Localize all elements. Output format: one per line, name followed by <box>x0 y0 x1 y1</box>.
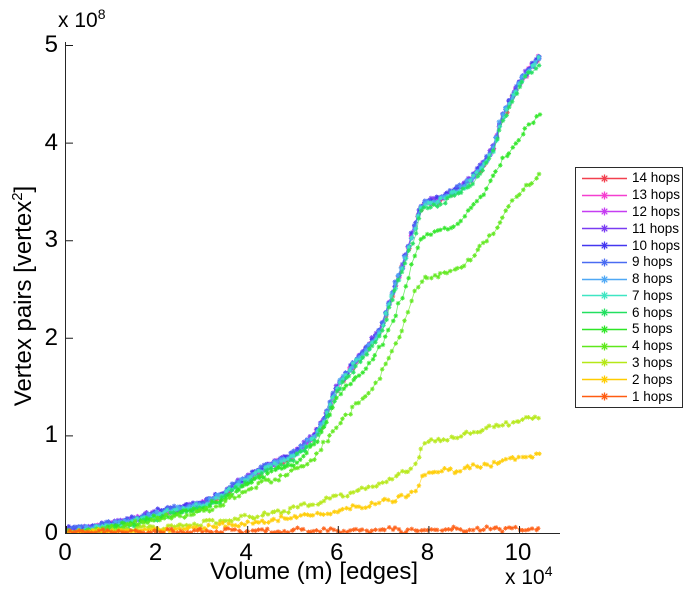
legend-item-label: 8 hops <box>632 271 673 287</box>
y-axis-label: Vertex pairs [vertex2] <box>9 146 37 446</box>
y-tick-label: 5 <box>44 31 58 58</box>
x-tick-label: 10 <box>504 539 532 566</box>
legend-item-11-hops: 11 hops <box>576 221 682 237</box>
y-label-sup: 2 <box>9 192 26 201</box>
x-tick-label: 8 <box>420 539 435 566</box>
legend-item-2-hops: 2 hops <box>576 372 682 388</box>
x-tick-label: 0 <box>58 539 72 566</box>
legend-item-label: 1 hops <box>632 388 673 404</box>
legend-item-3-hops: 3 hops <box>576 355 682 371</box>
legend-item-9-hops: 9 hops <box>576 254 682 270</box>
legend-line-asterisk-icon <box>582 241 627 250</box>
legend-line-asterisk-icon <box>582 224 627 233</box>
legend-line-asterisk-icon <box>582 191 627 200</box>
y-exponent-base: x 10 <box>58 9 98 32</box>
legend-item-1-hops: 1 hops <box>576 389 682 405</box>
y-tick-label: 4 <box>44 128 58 156</box>
legend-item-label: 2 hops <box>632 371 673 387</box>
legend-item-4-hops: 4 hops <box>576 338 682 354</box>
plot-curves-canvas <box>66 42 560 533</box>
legend-item-label: 7 hops <box>632 287 673 303</box>
legend: 14 hops 13 hops 12 hops 11 hops 10 hops 9 hop… <box>575 167 683 408</box>
legend-item-label: 5 hops <box>632 321 673 337</box>
x-exponent-base: x 10 <box>505 566 545 589</box>
legend-line-asterisk-icon <box>582 342 627 351</box>
legend-line-asterisk-icon <box>582 174 627 183</box>
legend-line-asterisk-icon <box>582 375 627 384</box>
legend-item-7-hops: 7 hops <box>576 288 682 304</box>
legend-line-asterisk-icon <box>582 358 627 367</box>
legend-line-asterisk-icon <box>582 392 627 401</box>
legend-item-label: 3 hops <box>632 354 673 370</box>
y-label-close: ] <box>10 185 37 193</box>
x-tick-label: 6 <box>330 539 344 566</box>
y-exponent-sup: 8 <box>97 6 106 22</box>
legend-item-label: 11 hops <box>632 220 680 236</box>
legend-item-label: 13 hops <box>632 187 681 203</box>
legend-item-12-hops: 12 hops <box>576 204 682 220</box>
y-tick-label: 1 <box>44 421 58 449</box>
legend-item-6-hops: 6 hops <box>576 305 682 321</box>
legend-item-label: 9 hops <box>632 254 673 270</box>
x-tick-label: 4 <box>239 539 253 566</box>
x-axis-label: Volume (m) [edges] <box>209 558 419 585</box>
legend-item-13-hops: 13 hops <box>576 187 682 203</box>
y-tick-label: 3 <box>44 226 58 254</box>
legend-line-asterisk-icon <box>582 275 627 284</box>
y-tick-label: 0 <box>44 519 58 546</box>
legend-line-asterisk-icon <box>582 308 627 317</box>
legend-item-label: 10 hops <box>632 237 681 253</box>
legend-item-label: 12 hops <box>632 203 681 219</box>
legend-line-asterisk-icon <box>582 325 627 334</box>
y-tick-label: 2 <box>44 323 58 351</box>
legend-item-14-hops: 14 hops <box>576 170 682 186</box>
x-axis-exponent: x 104 <box>505 563 553 590</box>
legend-line-asterisk-icon <box>582 291 627 300</box>
legend-line-asterisk-icon <box>582 258 627 267</box>
legend-item-8-hops: 8 hops <box>576 271 682 287</box>
legend-item-label: 14 hops <box>632 170 681 186</box>
legend-item-label: 4 hops <box>632 338 673 354</box>
y-axis-exponent: x 108 <box>58 6 106 33</box>
plot-area <box>65 42 560 534</box>
legend-line-asterisk-icon <box>582 207 627 216</box>
x-exponent-sup: 4 <box>544 563 553 579</box>
legend-item-5-hops: 5 hops <box>576 321 682 337</box>
legend-item-label: 6 hops <box>632 304 673 320</box>
legend-item-10-hops: 10 hops <box>576 238 682 254</box>
x-tick-label: 2 <box>148 539 163 566</box>
